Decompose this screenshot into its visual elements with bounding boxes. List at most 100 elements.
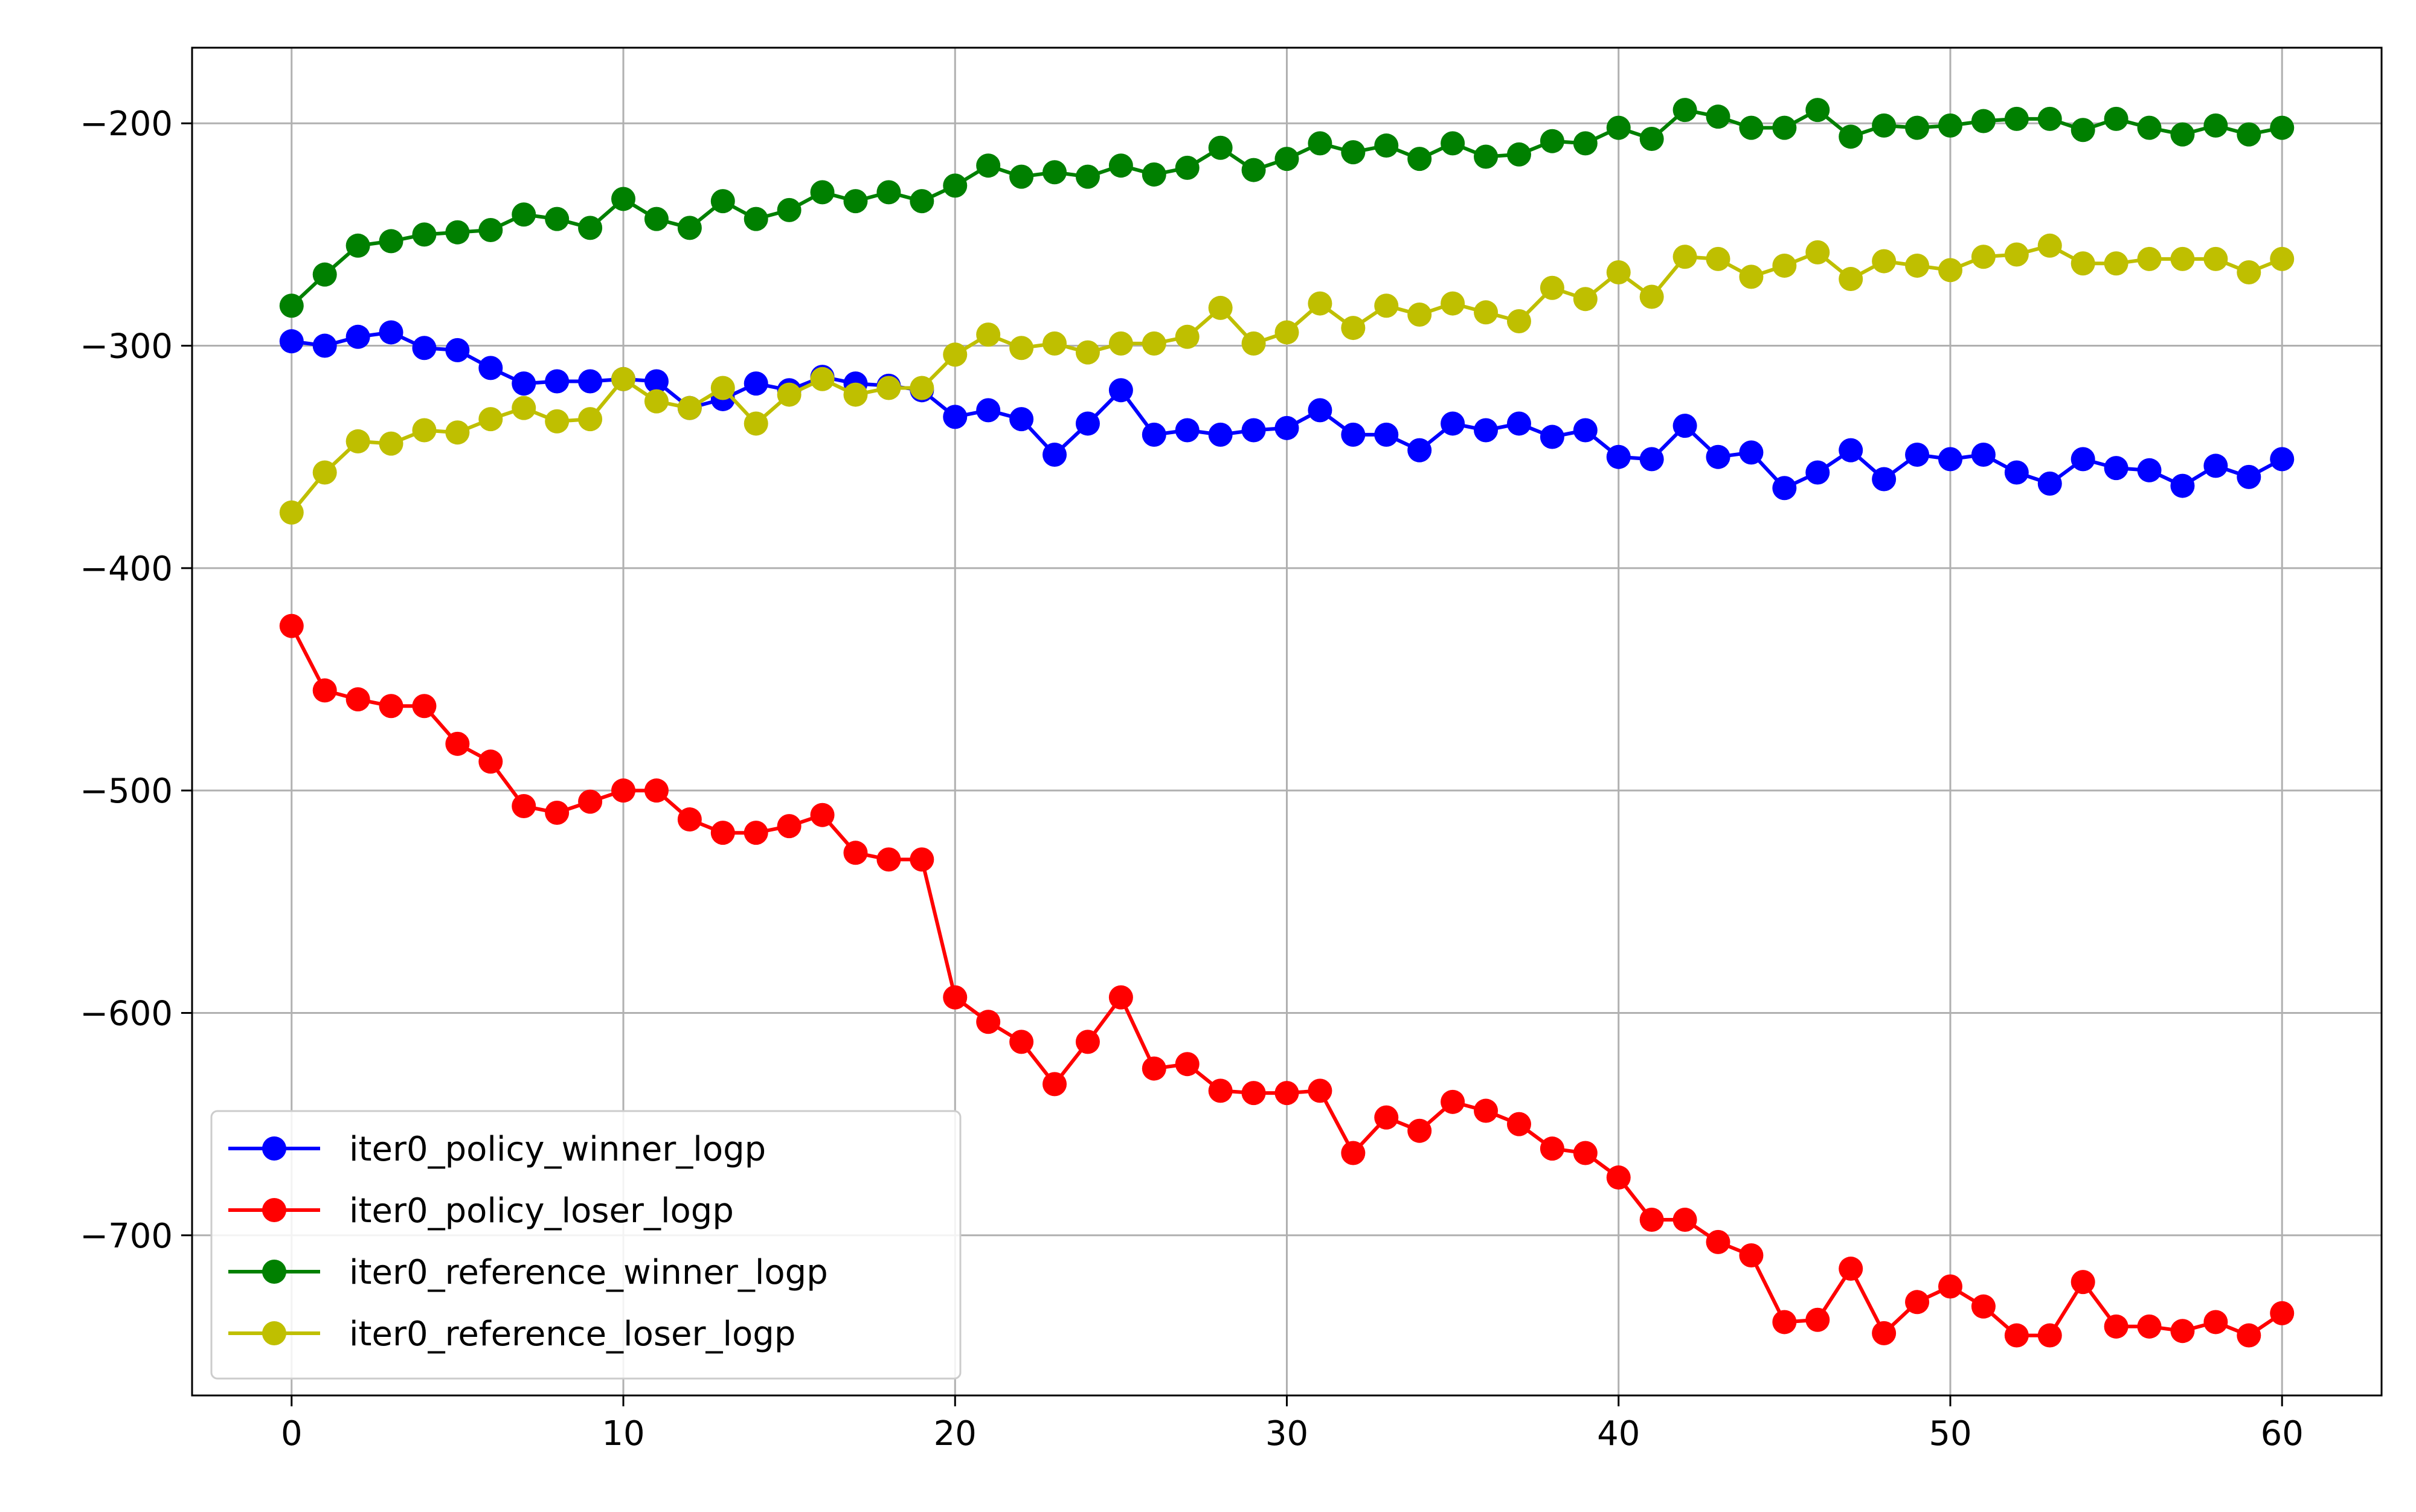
data-point — [1274, 1081, 1299, 1106]
data-point — [2203, 246, 2228, 271]
data-point — [1506, 142, 1531, 167]
data-point — [1241, 1081, 1266, 1106]
data-point — [2037, 233, 2062, 258]
data-point — [578, 789, 603, 814]
data-point — [512, 396, 536, 420]
data-point — [1739, 440, 1764, 465]
x-tick-label: 30 — [1265, 1414, 1308, 1453]
data-point — [943, 342, 968, 367]
data-point — [1341, 1141, 1366, 1165]
data-point — [312, 678, 337, 703]
data-point — [478, 218, 503, 243]
data-point — [1142, 1056, 1166, 1081]
data-point — [876, 847, 901, 872]
legend-box — [210, 1110, 962, 1380]
data-point — [345, 687, 370, 712]
data-point — [2270, 115, 2295, 140]
data-point — [1540, 1136, 1564, 1161]
data-point — [1540, 129, 1564, 153]
data-point — [744, 371, 768, 396]
data-point — [1971, 1294, 1996, 1319]
legend-marker — [262, 1198, 286, 1222]
data-point — [1639, 284, 1664, 309]
data-point — [2203, 113, 2228, 138]
data-point — [1706, 444, 1730, 469]
y-tick-label: −400 — [80, 549, 173, 589]
data-point — [2104, 1314, 2128, 1339]
data-point — [1441, 291, 1465, 316]
data-point — [876, 376, 901, 400]
data-point — [2137, 458, 2162, 482]
data-point — [1805, 460, 1830, 485]
legend-label: iter0_policy_winner_logp — [349, 1130, 766, 1169]
data-point — [810, 802, 835, 827]
data-point — [2104, 251, 2128, 276]
y-tick-label: −200 — [80, 104, 173, 144]
data-point — [2270, 447, 2295, 472]
data-point — [2071, 447, 2095, 472]
data-point — [910, 847, 934, 872]
data-point — [1573, 287, 1598, 312]
data-point — [1142, 162, 1166, 187]
x-tick-label: 50 — [1929, 1414, 1971, 1453]
data-point — [279, 329, 304, 354]
data-point — [910, 189, 934, 214]
data-point — [379, 431, 403, 456]
data-point — [2004, 1323, 2029, 1348]
data-point — [943, 173, 968, 198]
data-point — [2137, 246, 2162, 271]
x-tick-label: 20 — [934, 1414, 977, 1453]
data-point — [312, 262, 337, 287]
data-point — [976, 1010, 1001, 1034]
data-point — [1341, 422, 1366, 447]
data-point — [1905, 253, 1930, 278]
data-point — [2071, 118, 2095, 143]
data-point — [1839, 1257, 1863, 1281]
data-point — [1540, 424, 1564, 449]
data-point — [445, 220, 470, 245]
legend-marker — [262, 1260, 286, 1284]
data-point — [810, 367, 835, 391]
data-point — [2104, 456, 2128, 481]
data-point — [2203, 453, 2228, 478]
data-point — [1706, 104, 1730, 129]
data-point — [1043, 331, 1067, 356]
data-point — [1441, 131, 1465, 156]
data-point — [1009, 1030, 1034, 1054]
data-point — [810, 180, 835, 205]
data-point — [1573, 131, 1598, 156]
data-point — [843, 382, 868, 407]
data-point — [1407, 1118, 1432, 1143]
data-point — [1009, 336, 1034, 360]
data-point — [379, 694, 403, 719]
data-point — [379, 320, 403, 345]
data-point — [2170, 473, 2195, 498]
data-point — [744, 821, 768, 845]
data-point — [644, 778, 669, 803]
data-point — [1441, 411, 1465, 436]
data-point — [1839, 438, 1863, 463]
data-point — [578, 407, 603, 432]
data-point — [1274, 320, 1299, 345]
legend-label: iter0_reference_winner_logp — [349, 1253, 828, 1292]
data-point — [943, 985, 968, 1010]
data-point — [2004, 460, 2029, 485]
data-point — [1175, 1052, 1200, 1077]
data-point — [1308, 291, 1332, 316]
data-point — [1009, 164, 1034, 189]
data-point — [1938, 447, 1962, 472]
data-point — [976, 398, 1001, 423]
data-point — [1971, 245, 1996, 269]
data-point — [545, 409, 570, 434]
data-point — [1241, 418, 1266, 443]
data-point — [2104, 106, 2128, 131]
data-point — [412, 222, 437, 247]
data-point — [1905, 1290, 1930, 1315]
data-point — [1706, 246, 1730, 271]
data-point — [611, 778, 636, 803]
data-point — [1474, 418, 1499, 443]
data-point — [976, 322, 1001, 347]
x-tick-label: 0 — [281, 1414, 303, 1453]
data-point — [1374, 422, 1399, 447]
